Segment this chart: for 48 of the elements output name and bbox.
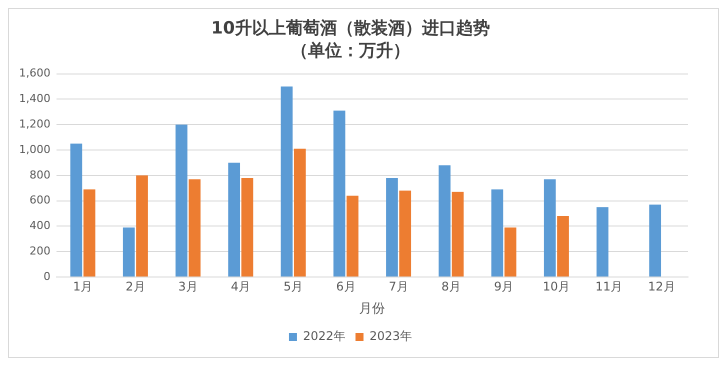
bar [333,110,346,276]
bar [438,165,451,276]
bar [649,204,662,276]
bar [241,178,254,276]
x-tick-label: 1月 [72,279,93,294]
x-tick-label: 7月 [388,279,408,294]
y-tick-label: 1,200 [18,117,50,130]
y-tick-label: 0 [43,270,50,283]
bar [228,162,240,276]
bar [557,216,569,276]
bar [544,179,556,276]
y-tick-label: 600 [29,194,50,207]
legend-label: 2022年 [302,329,346,344]
x-tick-label: 4月 [230,279,250,294]
bar [136,175,148,276]
bar [346,196,358,276]
chart-title: 10升以上葡萄酒（散装酒）进口趋势 [211,18,490,39]
bar [452,192,464,276]
legend-label: 2023年 [370,329,412,344]
chart-subtitle: （单位：万升） [291,41,410,62]
x-tick-label: 2月 [126,279,146,294]
y-tick-label: 1,400 [18,92,50,106]
y-tick-label: 200 [29,244,50,258]
bar [176,124,188,276]
y-tick-label: 800 [29,168,50,182]
bar [83,189,96,276]
y-tick-label: 1,000 [18,142,50,156]
bar [280,86,293,276]
y-tick-label: 400 [29,219,50,232]
bar [70,144,82,276]
x-tick-label: 12月 [648,279,676,294]
x-axis-title: 月份 [359,302,386,317]
y-tick-label: 1,600 [18,66,50,80]
bar [399,190,412,276]
bar [596,207,608,276]
x-tick-label: 5月 [283,279,304,294]
bar [294,148,306,276]
x-tick-label: 8月 [441,279,462,294]
x-tick-label: 10月 [542,279,570,294]
bar [386,178,398,276]
bar [504,227,516,276]
x-tick-label: 9月 [494,279,514,294]
bar [491,189,504,276]
x-tick-label: 3月 [178,279,198,294]
x-tick-label: 11月 [595,279,623,294]
bar [122,227,135,276]
x-tick-label: 6月 [336,279,356,294]
bar [188,179,201,276]
